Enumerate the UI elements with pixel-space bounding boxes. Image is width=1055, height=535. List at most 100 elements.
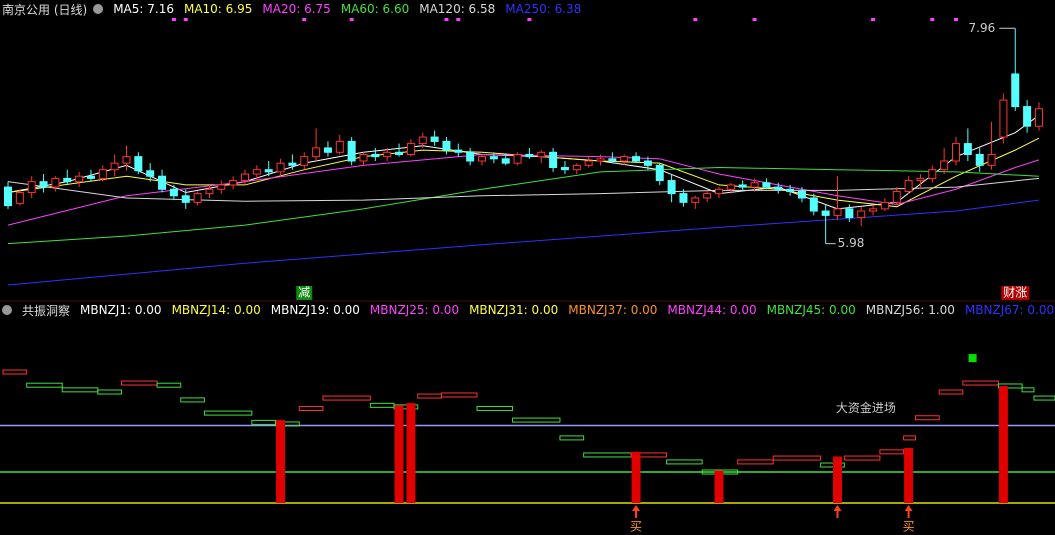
candle-body [667,180,676,195]
indicator-legend: MBNZJ37: 0.00 [568,303,658,317]
buy-label: 买 [903,520,915,534]
dropdown-icon[interactable] [2,305,12,315]
candle-body [738,184,747,188]
dropdown-icon[interactable] [93,4,104,14]
signal-dot [171,18,176,21]
candle-body [264,169,273,173]
step-line [476,405,514,411]
candle-body [489,156,498,160]
indicator-legend: MBNZJ1: 0.00 [80,303,162,317]
candle-body [193,193,202,203]
step-line [903,435,916,441]
ma-line [7,153,1040,226]
buy-arrow [632,505,641,518]
buy-arrow [833,505,842,518]
step-line [2,369,28,375]
signal-bar [406,403,416,503]
candle-body [880,201,889,210]
candle-body [691,197,700,203]
signal-dot [349,18,354,21]
candle-body [454,149,463,153]
candle-body [975,153,984,166]
step-line [61,387,99,393]
ma-legend: MA20: 6.75 [262,2,331,16]
candle-body [478,156,486,162]
step-line [417,393,442,399]
candle-body [63,177,72,183]
candle-body [134,156,143,172]
signal-dot [871,18,876,21]
signal-dot [752,18,757,21]
step-line [97,389,123,395]
candle-body [335,140,344,153]
step-line [914,415,940,421]
candle-body [596,158,605,162]
candle-body [252,169,261,175]
step-line [26,382,63,388]
step-line [1033,395,1055,401]
candle-body [466,151,475,162]
candle-body [762,182,771,188]
candle-body [371,153,380,158]
candle-body [418,136,427,145]
indicator-legend: MBNZJ45: 0.00 [766,303,856,317]
candle-body [833,208,842,216]
candle-body [655,164,664,182]
ma-legend: MA60: 6.60 [340,2,410,16]
ma-legend: MA250: 6.38 [505,2,582,16]
candle-body [513,153,522,164]
candle-body [572,164,581,171]
step-line [997,383,1023,389]
stock-title: 南京公用 (日线) [2,2,88,17]
candle-body [537,151,546,158]
candle-body [940,160,949,171]
signal-bar [904,447,914,503]
candle-body [845,208,854,219]
step-line [1021,387,1035,393]
event-tag: 财涨 [1003,285,1027,300]
indicator-legend: MBNZJ19: 0.00 [270,303,360,317]
buy-arrow [904,505,913,518]
ma-legend: MA5: 7.16 [113,2,174,16]
candle-body [904,180,913,192]
event-tag-box [296,286,313,300]
signal-dot [183,18,188,21]
signal-bar [833,456,842,503]
step-line [251,419,277,425]
signal-dot [954,18,958,21]
indicator-legend: MBNZJ14: 0.00 [171,303,261,317]
candle-body [715,188,723,195]
candle-body [205,188,214,195]
candle-body [928,169,937,179]
candle-body [703,193,712,199]
candle-body [51,177,60,188]
step-line [121,380,158,386]
candle-body [774,186,783,190]
candle-body [75,175,84,183]
candle-body [857,210,866,219]
indicator-legend: MBNZJ56: 1.00 [865,303,955,317]
candle-body [632,156,641,162]
step-line [630,452,668,458]
indicator-legend: MBNZJ44: 0.00 [667,303,757,317]
step-line [275,421,300,427]
candle-body [406,143,415,155]
candle-body [1034,108,1043,127]
candle-body [181,195,190,203]
candle-body [999,99,1008,138]
step-line [156,382,182,388]
signal-bar [276,420,286,503]
buy-label: 买 [630,520,642,534]
candle-body [608,158,617,162]
step-line [583,452,632,458]
step-line [559,435,585,441]
price-header: 南京公用 (日线) MA5: 7.16 MA10: 6.95 MA20: 6.75 MA… [2,1,581,17]
candle-body [750,182,759,188]
price-annotation: 5.98 [838,236,865,250]
candle-body [809,197,818,212]
candle-body [39,181,48,188]
signal-bar [998,385,1008,503]
candle-body [549,151,558,169]
